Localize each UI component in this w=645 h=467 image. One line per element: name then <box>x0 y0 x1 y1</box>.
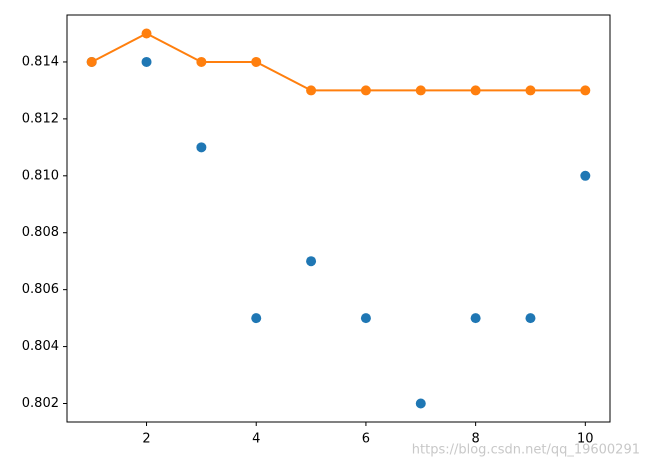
line <box>91 32 586 92</box>
line-marker <box>141 28 152 39</box>
line-marker <box>86 56 97 67</box>
line-marker <box>251 56 262 67</box>
y-tick-label: 0.804 <box>22 339 59 354</box>
scatter-point <box>525 313 536 324</box>
y-tick-label: 0.802 <box>22 396 59 411</box>
scatter-point <box>580 170 591 181</box>
scatter-point <box>470 313 481 324</box>
plot-frame <box>66 14 611 423</box>
watermark: https://blog.csdn.net/qq_19600291 <box>412 443 640 458</box>
scatter-point <box>306 256 317 267</box>
scatter-point <box>415 398 426 409</box>
y-tick-label: 0.810 <box>22 168 59 183</box>
line-marker <box>196 56 207 67</box>
y-tick-label: 0.812 <box>22 111 59 126</box>
x-tick-label: 8 <box>471 432 479 447</box>
scatter-point <box>360 313 371 324</box>
line-marker <box>580 85 591 96</box>
x-tick-label: 6 <box>362 432 370 447</box>
line-marker <box>470 85 481 96</box>
y-tick-label: 0.808 <box>22 225 59 240</box>
scatter-point <box>196 142 207 153</box>
line-marker <box>415 85 426 96</box>
line-marker <box>525 85 536 96</box>
x-tick-label: 10 <box>577 432 594 447</box>
y-tick-label: 0.814 <box>22 54 59 69</box>
scatter-point <box>251 313 262 324</box>
x-tick-label: 2 <box>142 432 150 447</box>
y-tick-label: 0.806 <box>22 282 59 297</box>
line-marker <box>306 85 317 96</box>
x-tick-label: 4 <box>252 432 260 447</box>
scatter-point <box>141 56 152 67</box>
line-marker <box>360 85 371 96</box>
